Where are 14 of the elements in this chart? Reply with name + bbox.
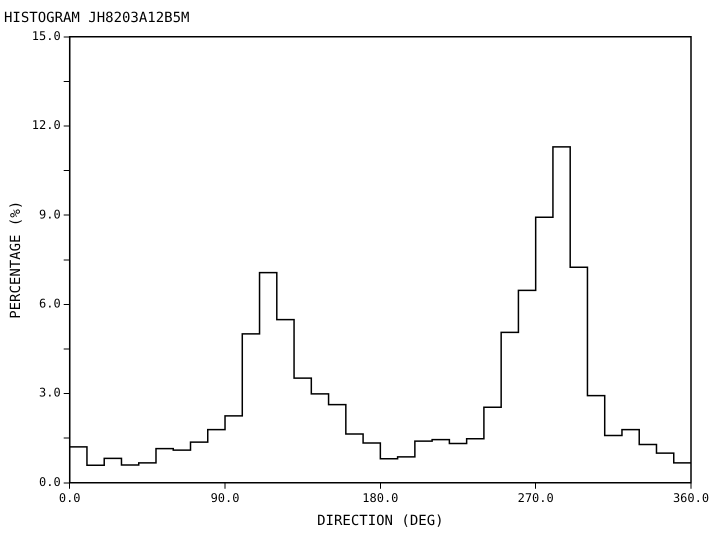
y-tick-label: 0.0 (39, 474, 61, 489)
y-tick-label: 6.0 (39, 296, 61, 311)
x-tick-label: 0.0 (58, 491, 81, 506)
x-axis-title: DIRECTION (DEG) (317, 513, 444, 530)
y-tick-label: 15.0 (32, 28, 61, 43)
x-tick-label: 360.0 (672, 491, 710, 506)
y-tick-label: 9.0 (39, 207, 61, 222)
chart-title: HISTOGRAM JH8203A12B5M (4, 10, 190, 26)
x-tick-label: 270.0 (518, 491, 554, 506)
x-tick-label: 180.0 (362, 491, 398, 506)
y-tick-label: 3.0 (39, 386, 61, 400)
x-tick-label: 90.0 (210, 491, 240, 506)
y-axis-title: PERCENTAGE (%) (8, 200, 24, 319)
y-tick-label: 12.0 (32, 118, 61, 132)
